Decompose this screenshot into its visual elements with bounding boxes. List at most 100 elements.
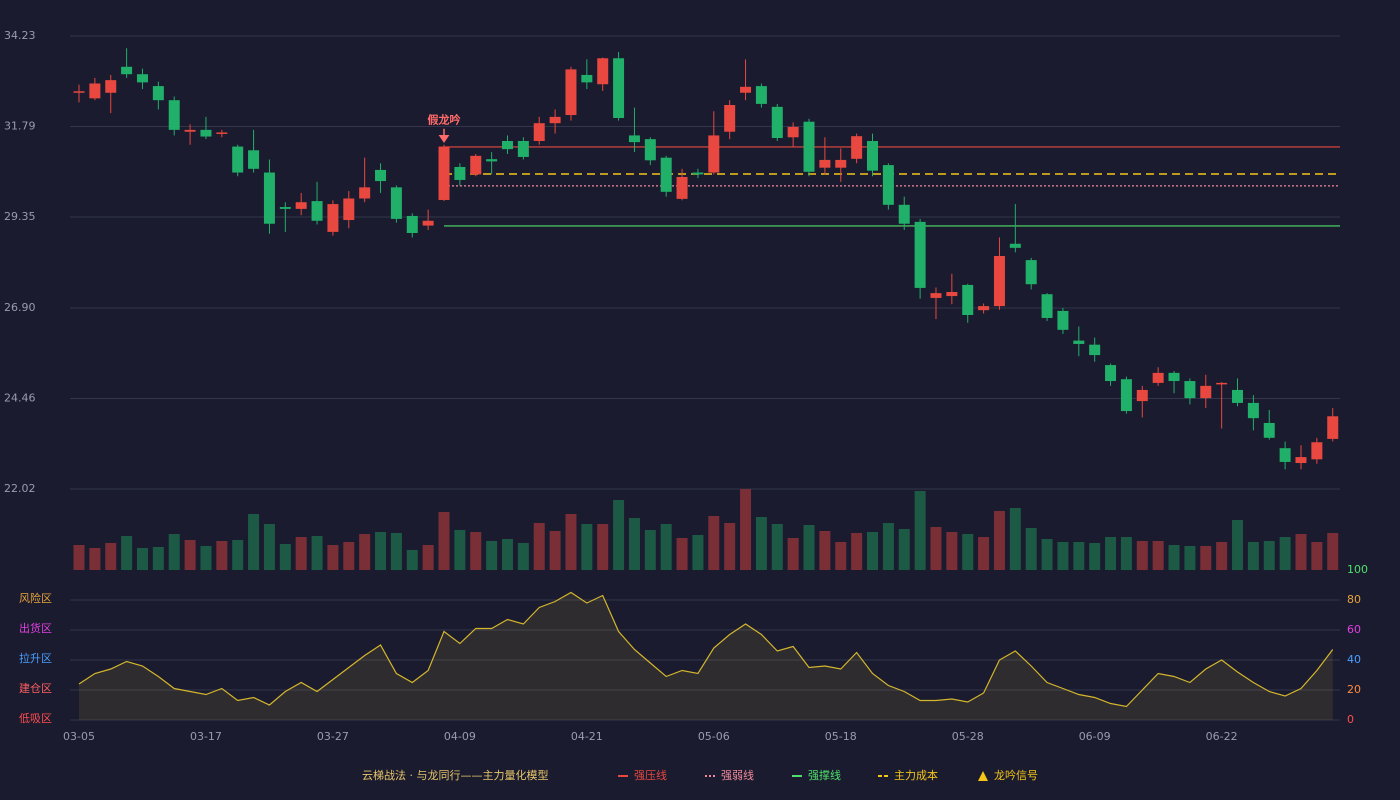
volume-bar [819, 531, 831, 570]
volume-bar [597, 524, 609, 570]
candle-body [327, 204, 339, 232]
y-tick-label: 风险区 [19, 591, 52, 605]
candle-body [1327, 416, 1339, 439]
candle-body [73, 91, 85, 93]
candle-body [549, 116, 561, 124]
volume-bar [73, 545, 85, 570]
volume-bar [882, 523, 894, 570]
volume-bar [1311, 542, 1323, 570]
candle-body [771, 106, 783, 139]
legend-label: 主力成本 [894, 768, 938, 782]
candle-body [803, 121, 815, 172]
candle-body [422, 220, 434, 226]
volume-bar [851, 533, 863, 570]
x-tick-label: 04-21 [571, 730, 603, 743]
candle-body [343, 198, 355, 221]
candle-body [105, 80, 117, 93]
candle-body [819, 159, 831, 168]
volume-bar [152, 547, 164, 570]
volume-bar [517, 543, 529, 570]
volume-bar [660, 524, 672, 570]
volume-bar [787, 538, 799, 570]
candle-body [1263, 422, 1275, 438]
y-tick-label: 34.23 [4, 29, 36, 42]
candle-body [565, 69, 577, 116]
volume-bar [136, 548, 148, 570]
volume-bar [993, 511, 1005, 570]
volume-bar [930, 527, 942, 570]
volume-bar [771, 524, 783, 570]
volume-bar [676, 538, 688, 570]
volume-bar [216, 541, 228, 570]
volume-bar [946, 532, 958, 570]
volume-bar [501, 539, 513, 570]
y-tick-label: 出货区 [19, 621, 52, 635]
x-tick-label: 06-22 [1206, 730, 1238, 743]
volume-bar [295, 537, 307, 570]
candle-body [740, 86, 752, 93]
volume-bar [1247, 542, 1259, 570]
candle-body [359, 187, 371, 199]
candle-body [501, 140, 513, 150]
candle-body [136, 74, 148, 83]
volume-bar [406, 550, 418, 570]
oscillator-line [78, 591, 1334, 708]
candle-body [755, 86, 767, 104]
candle-body [1073, 340, 1085, 344]
volume-bar [724, 523, 736, 570]
volume-bar [1263, 541, 1275, 570]
legend-label: 龙吟信号 [994, 768, 1038, 782]
volume-bar [422, 545, 434, 570]
volume-bar [565, 514, 577, 570]
volume-bar [755, 517, 767, 570]
candle-body [311, 201, 323, 221]
volume-bar [168, 534, 180, 570]
candle-body [898, 204, 910, 224]
candle-body [279, 207, 291, 209]
candle-body [1025, 260, 1037, 285]
volume-bar [375, 532, 387, 570]
x-tick-label: 05-06 [698, 730, 730, 743]
volume-bar [263, 524, 275, 570]
volume-bar [470, 532, 482, 570]
y2-tick-label: 100 [1347, 563, 1368, 576]
volume-bar [121, 536, 133, 570]
volume-bar [438, 512, 450, 570]
candle-body [486, 159, 498, 162]
candle-body [454, 166, 466, 180]
candle-body [867, 140, 878, 171]
volume-bar [1025, 528, 1037, 570]
volume-bar [1136, 541, 1148, 570]
volume-bar [359, 534, 371, 570]
volume-bar [1216, 542, 1228, 570]
volume-bar [1057, 542, 1069, 570]
candle-body [613, 58, 625, 118]
volume-bar [1120, 537, 1132, 570]
candle-body [470, 155, 482, 175]
candle-body [914, 221, 926, 288]
candle-body [1057, 310, 1069, 330]
volume-bar [200, 546, 212, 570]
volume-bar [1200, 546, 1212, 570]
x-tick-label: 03-27 [317, 730, 349, 743]
y-tick-label: 26.90 [4, 301, 36, 314]
y2-tick-label: 80 [1347, 593, 1361, 606]
candle-body [375, 169, 387, 182]
candle-body [232, 146, 244, 173]
legend-marker [978, 771, 988, 781]
candle-body [89, 83, 101, 99]
candle-body [962, 284, 974, 315]
candle-body [1184, 381, 1196, 399]
legend-title: 云梯战法 · 与龙同行——主力量化模型 [362, 768, 549, 782]
y-tick-label: 22.02 [4, 482, 36, 495]
candle-body [1279, 448, 1291, 462]
signal-label: 假龙吟 [428, 113, 461, 127]
volume-bar [105, 543, 117, 570]
y-tick-label: 建仓区 [19, 681, 52, 695]
volume-bar [867, 532, 878, 570]
y-tick-label: 低吸区 [19, 712, 52, 725]
legend-label: 强撑线 [808, 768, 841, 782]
candle-body [406, 215, 418, 234]
volume-bar [914, 491, 926, 570]
